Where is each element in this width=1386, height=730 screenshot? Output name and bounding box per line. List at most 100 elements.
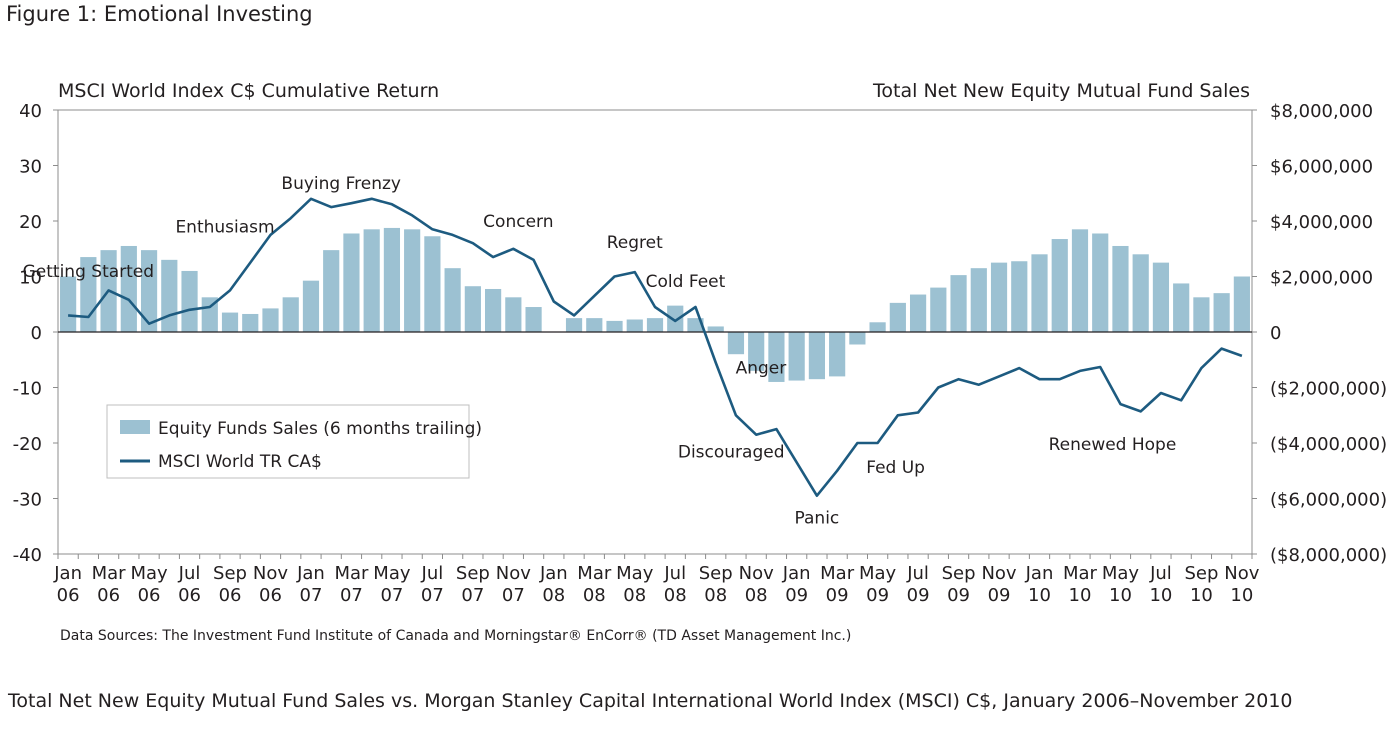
x-tick-label-year: 08	[704, 585, 727, 606]
figure-caption: Total Net New Equity Mutual Fund Sales v…	[8, 690, 1293, 712]
x-tick-label-year: 10	[1069, 585, 1092, 606]
annotation-label: Discouraged	[678, 443, 785, 463]
x-tick-label-year: 06	[259, 585, 282, 606]
bar	[242, 313, 259, 332]
bar	[1071, 229, 1089, 332]
x-tick-label-month: Jan	[296, 563, 325, 584]
legend-label-bars: Equity Funds Sales (6 months trailing)	[158, 419, 482, 439]
x-tick-label-month: Jan	[1025, 563, 1054, 584]
x-tick-label-month: Jan	[782, 563, 811, 584]
annotation-label: Panic	[795, 509, 840, 529]
x-tick-label-month: Jul	[906, 563, 929, 584]
annotation-label: Fed Up	[866, 458, 925, 478]
bar	[849, 332, 866, 345]
x-tick-label-month: Nov	[739, 563, 774, 584]
bar	[667, 305, 684, 332]
x-tick-label-month: Mar	[820, 563, 855, 584]
x-tick-label-year: 08	[664, 585, 687, 606]
x-tick-label-year: 06	[97, 585, 120, 606]
bar	[565, 318, 583, 332]
x-tick-label-month: Mar	[1063, 563, 1098, 584]
x-tick-label-month: Nov	[981, 563, 1016, 584]
x-tick-label-month: Sep	[1184, 563, 1218, 584]
x-tick-label-month: Sep	[213, 563, 247, 584]
figure-title: Figure 1: Emotional Investing	[6, 2, 313, 26]
legend: Equity Funds Sales (6 months trailing) M…	[106, 404, 482, 479]
x-tick-label-year: 06	[138, 585, 161, 606]
x-tick-label-year: 10	[1109, 585, 1132, 606]
x-tick-label-month: Nov	[253, 563, 288, 584]
annotations: Getting Started Enthusiasm Buying Frenzy Co…	[23, 174, 1177, 529]
left-tick-label: 0	[31, 323, 42, 344]
tick-labels: 40 30 20 10 0 -10 -20 -30 -40 $8,000,000 $6,000,00…	[13, 101, 1386, 606]
bar-series	[60, 227, 1250, 382]
x-tick-label-year: 07	[340, 585, 363, 606]
bar	[161, 259, 178, 332]
x-tick-label-year: 08	[542, 585, 565, 606]
annotation-label: Buying Frenzy	[281, 174, 401, 194]
annotation-label: Getting Started	[23, 262, 154, 282]
annotation-label: Renewed Hope	[1049, 435, 1177, 455]
bar	[1092, 233, 1109, 332]
bar	[707, 326, 724, 332]
right-tick-label: ($6,000,000)	[1270, 490, 1386, 511]
bar	[950, 275, 967, 332]
right-tick-label: ($8,000,000)	[1270, 545, 1386, 566]
x-tick-label-year: 07	[461, 585, 484, 606]
left-tick-label: -30	[13, 490, 42, 511]
bar	[485, 288, 502, 332]
x-tick-label-year: 09	[907, 585, 930, 606]
right-tick-label: ($4,000,000)	[1270, 434, 1386, 455]
x-tick-label-month: Jul	[421, 563, 444, 584]
left-tick-label: -10	[13, 379, 42, 400]
right-tick-label: ($2,000,000)	[1270, 379, 1386, 400]
right-tick-label: 0	[1270, 323, 1281, 344]
bar	[181, 270, 198, 332]
right-tick-label: $4,000,000	[1270, 212, 1373, 233]
x-tick-label-month: May	[1102, 563, 1140, 584]
x-tick-label-year: 09	[826, 585, 849, 606]
x-tick-label-month: Sep	[456, 563, 490, 584]
legend-swatch-bars	[120, 420, 150, 434]
annotation-label: Cold Feet	[646, 272, 726, 292]
x-tick-label-month: Jul	[663, 563, 686, 584]
bar	[808, 332, 825, 380]
bar	[768, 332, 785, 382]
x-tick-label-year: 07	[502, 585, 525, 606]
x-tick-label-year: 09	[947, 585, 970, 606]
bar	[302, 280, 320, 332]
x-tick-label-year: 09	[988, 585, 1011, 606]
bar	[343, 233, 360, 332]
x-tick-label-month: Mar	[334, 563, 369, 584]
x-tick-label-month: Nov	[496, 563, 531, 584]
legend-box	[106, 404, 470, 479]
x-tick-label-month: Mar	[577, 563, 612, 584]
bar	[120, 245, 137, 332]
right-tick-label: $2,000,000	[1270, 268, 1373, 289]
bar	[221, 312, 239, 332]
right-axis-title: Total Net New Equity Mutual Fund Sales	[872, 80, 1250, 102]
bar	[323, 250, 340, 332]
bar	[646, 318, 664, 332]
x-tick-label-year: 10	[1028, 585, 1051, 606]
x-tick-label-year: 07	[421, 585, 444, 606]
msci-line	[67, 197, 1243, 498]
annotation-label: Enthusiasm	[175, 217, 274, 237]
bar	[363, 229, 380, 332]
line-series	[67, 197, 1243, 498]
x-tick-label-year: 08	[583, 585, 606, 606]
right-tick-label: $6,000,000	[1270, 157, 1373, 178]
bar	[525, 307, 542, 332]
bar	[1011, 261, 1028, 332]
x-tick-label-year: 10	[1149, 585, 1172, 606]
bar	[424, 236, 441, 332]
x-tick-label-year: 09	[785, 585, 808, 606]
axes	[53, 109, 1257, 559]
bar	[1233, 276, 1250, 332]
x-tick-label-month: Jul	[178, 563, 201, 584]
x-tick-label-month: May	[373, 563, 411, 584]
bar	[626, 319, 643, 332]
x-tick-label-year: 06	[57, 585, 80, 606]
left-tick-label: -40	[13, 545, 42, 566]
bar	[727, 332, 745, 355]
